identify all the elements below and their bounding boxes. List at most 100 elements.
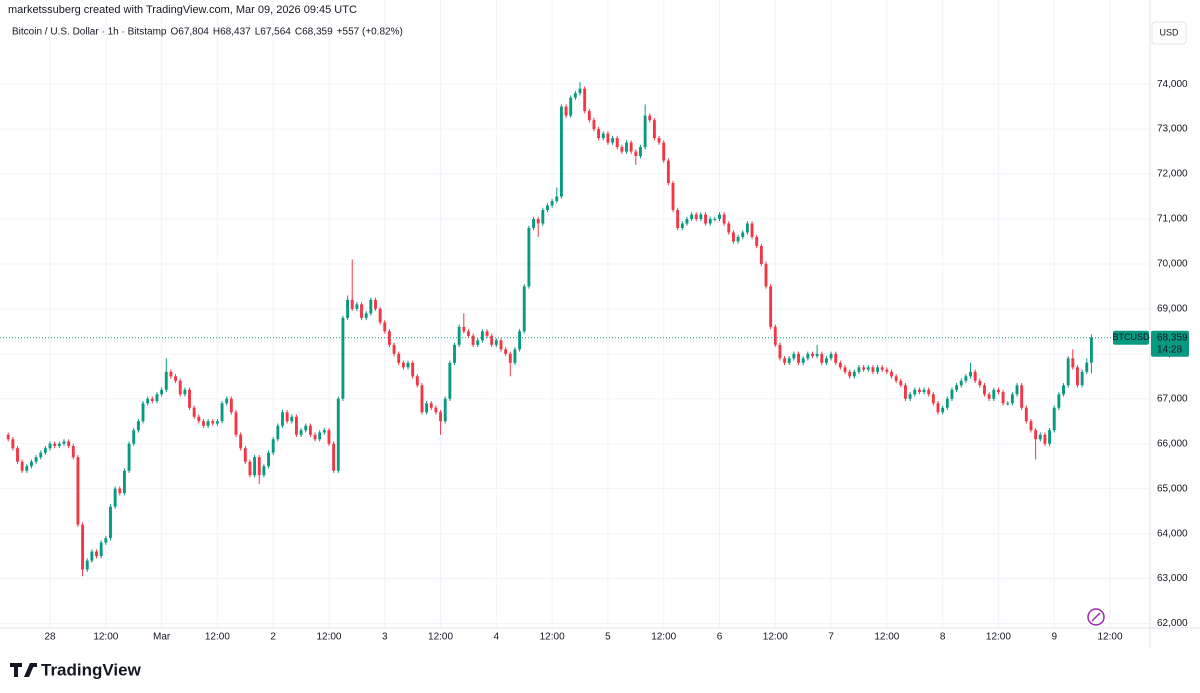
x-tick-label: 12:00 (540, 632, 565, 643)
candle-body (983, 385, 986, 395)
candle-body (666, 160, 670, 184)
y-tick-label: 66,000 (1157, 438, 1188, 449)
candle-body (415, 376, 419, 386)
candle-body (1038, 434, 1042, 440)
candle-body (559, 106, 563, 197)
candle-body (118, 488, 122, 494)
candle-body (1043, 434, 1047, 444)
candle-body (327, 430, 331, 444)
candle-body (202, 421, 205, 426)
currency-box[interactable] (1151, 21, 1187, 45)
candle-body (322, 430, 326, 433)
candle-body (225, 398, 229, 404)
x-tick-label: 9 (1051, 632, 1057, 643)
candle-body (262, 466, 266, 476)
candle-body (866, 367, 870, 370)
symbol-tag (1113, 330, 1149, 345)
candle-body (109, 506, 112, 539)
candle-body (90, 551, 94, 561)
candle-body (871, 367, 875, 372)
candle-body (508, 353, 512, 363)
candle-body (332, 443, 336, 471)
candle-body (699, 214, 703, 219)
candle-body (657, 138, 661, 143)
candle-body (485, 331, 489, 336)
y-tick-label: 74,000 (1157, 79, 1188, 90)
candle-body (941, 407, 945, 413)
candle-body (299, 430, 303, 435)
candle-body (750, 223, 754, 237)
candle-body (727, 223, 731, 233)
candle-body (801, 358, 805, 363)
candle-body (917, 389, 921, 393)
candle-body (592, 120, 596, 130)
candle-body (467, 331, 470, 336)
candle-body (890, 371, 893, 377)
candle-body (122, 470, 126, 494)
candle-body (685, 218, 689, 224)
candle-body (1010, 394, 1014, 404)
candle-body (745, 223, 749, 233)
candle-body (755, 236, 759, 246)
candle-body (25, 466, 29, 471)
candle-body (936, 403, 940, 413)
legend-label: C (295, 27, 302, 38)
candle-body (178, 380, 182, 395)
x-tick-label: 12:00 (93, 632, 118, 643)
candle-body (150, 398, 154, 402)
candle-body (67, 441, 71, 446)
candle-body (76, 457, 80, 525)
legend-label: H (213, 27, 220, 38)
candle-body (880, 367, 884, 370)
candle-body (913, 389, 917, 395)
x-tick-label: 4 (494, 632, 500, 643)
candle-body (304, 425, 308, 431)
candle-body (169, 371, 173, 377)
y-tick-label: 65,000 (1157, 483, 1188, 494)
y-tick-label: 63,000 (1157, 573, 1188, 584)
candle-body (899, 380, 903, 386)
candle-body (787, 358, 791, 363)
candle-body (378, 308, 382, 323)
candle-body (1006, 403, 1010, 405)
candle-body (764, 263, 768, 287)
candle-body (527, 227, 531, 287)
replay-icon[interactable] (1087, 608, 1105, 626)
candle-body (792, 353, 796, 359)
candle-body (973, 371, 977, 381)
candle-body (550, 201, 554, 206)
candle-body (620, 147, 624, 152)
candle-body (6, 434, 10, 440)
x-tick-label: 12:00 (316, 632, 341, 643)
candle-body (160, 389, 164, 395)
candle-body (336, 398, 340, 471)
candle-body (192, 407, 196, 417)
candle-body (964, 376, 968, 381)
candle-body (364, 313, 368, 318)
candle-body (141, 403, 145, 422)
legend-value: 68,437 (220, 27, 251, 38)
candle-body (239, 434, 243, 449)
candle-body (834, 353, 838, 363)
candle-body (1071, 358, 1075, 368)
candle-body (718, 214, 721, 219)
candle-body (57, 443, 61, 446)
candle-body (606, 133, 610, 143)
candle-body (267, 452, 270, 467)
y-tick-label: 69,000 (1157, 304, 1188, 315)
candle-body (908, 394, 912, 399)
price-tag (1151, 330, 1189, 357)
candle-body (1089, 337, 1093, 363)
candle-body (11, 439, 15, 449)
legend-label: L (255, 27, 261, 38)
candle-body (411, 362, 415, 377)
candle-body (234, 412, 238, 435)
candle-body (694, 214, 698, 219)
candle-body (996, 389, 1000, 393)
candle-body (392, 344, 396, 354)
candle-body (601, 133, 605, 139)
candles (6, 81, 1093, 577)
candle-body (164, 371, 168, 390)
candle-body (1024, 407, 1028, 422)
candle-body (43, 448, 47, 453)
